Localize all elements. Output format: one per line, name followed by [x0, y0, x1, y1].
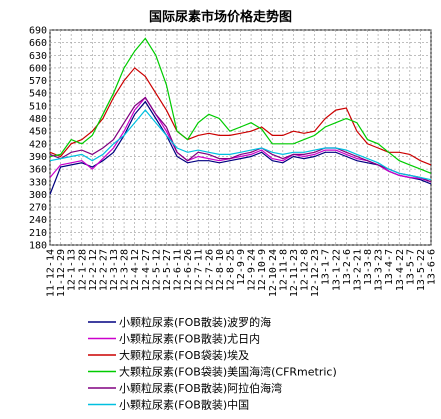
x-tick-label: 12-5-27 — [162, 249, 173, 291]
legend-label-3: 大颗粒尿素(FOB袋装)埃及 — [119, 348, 249, 362]
x-tick-label: 12-12-8 — [300, 249, 311, 291]
y-tick-label: 690 — [29, 26, 47, 37]
x-tick-label: 13-1-22 — [331, 249, 342, 291]
x-tick-label: 12-8-25 — [225, 249, 236, 291]
y-tick-label: 420 — [29, 139, 47, 150]
x-tick-label: 13-3-8 — [363, 249, 374, 285]
x-tick-label: 13-6-6 — [427, 249, 438, 285]
legend-label-5: 小颗粒尿素(FOB散装)阿拉伯海湾 — [119, 381, 282, 395]
y-tick-label: 510 — [29, 101, 47, 112]
y-tick-label: 180 — [29, 241, 47, 252]
y-tick-label: 540 — [29, 89, 47, 100]
x-tick-label: 12-10-9 — [257, 249, 268, 291]
y-tick-label: 210 — [29, 228, 47, 239]
y-tick-label: 630 — [29, 51, 47, 62]
legend-label-1: 小颗粒尿素(FOB散装)波罗的海 — [119, 315, 271, 329]
x-tick-label: 12-6-11 — [173, 249, 184, 291]
y-tick-label: 660 — [29, 38, 47, 49]
y-tick-label: 570 — [29, 76, 47, 87]
y-tick-label: 360 — [29, 165, 47, 176]
x-tick-label: 12-1-13 — [67, 249, 78, 291]
y-tick-label: 390 — [29, 152, 47, 163]
x-tick-label: 13-4-22 — [395, 249, 406, 291]
x-tick-label: 12-4-12 — [130, 249, 141, 291]
x-tick-label: 12-11-8 — [278, 249, 289, 291]
x-tick-label: 13-5-22 — [416, 249, 427, 291]
x-tick-label: 12-7-26 — [204, 249, 215, 291]
chart-title: 国际尿素市场价格走势图 — [148, 10, 292, 25]
y-tick-label: 600 — [29, 63, 47, 74]
x-tick-label: 12-4-27 — [141, 249, 152, 291]
x-tick-label: 12-2-12 — [88, 249, 99, 291]
y-tick-label: 270 — [29, 203, 47, 214]
x-tick-label: 11-12-29 — [56, 249, 67, 297]
series-line-1 — [49, 100, 432, 195]
x-tick-label: 13-4-7 — [384, 249, 395, 285]
y-tick-label: 480 — [29, 114, 47, 125]
legend-label-4: 大颗粒尿素(FOB袋装)美国海湾(CFRmetric) — [119, 365, 337, 379]
x-tick-label: 11-12-14 — [46, 249, 57, 297]
x-tick-label: 12-3-13 — [109, 249, 120, 291]
legend-label-6: 小颗粒尿素(FOB散装)中国 — [119, 398, 249, 412]
x-tick-label: 13-5-7 — [405, 249, 416, 285]
x-tick-label: 13-1-7 — [321, 249, 332, 285]
x-tick-label: 13-2-21 — [352, 249, 363, 291]
series-line-6 — [49, 109, 432, 181]
x-tick-label: 12-2-27 — [98, 249, 109, 291]
legend-label-2: 小颗粒尿素(FOB散装)尤日内 — [119, 332, 260, 346]
x-tick-label: 12-6-26 — [183, 249, 194, 291]
x-tick-label: 13-2-6 — [342, 249, 353, 285]
series-line-5 — [49, 96, 432, 183]
series-line-4 — [49, 37, 432, 174]
x-tick-label: 13-3-23 — [374, 249, 385, 291]
y-tick-label: 330 — [29, 177, 47, 188]
x-tick-label: 12-11-23 — [289, 249, 300, 297]
x-tick-label: 12-10-24 — [268, 249, 279, 297]
x-tick-label: 12-1-28 — [77, 249, 88, 291]
x-tick-label: 12-8-10 — [215, 249, 226, 291]
x-tick-label: 12-7-11 — [194, 249, 205, 291]
x-tick-label: 12-9-9 — [236, 249, 247, 285]
x-tick-label: 12-3-28 — [120, 249, 131, 291]
x-tick-label: 12-5-12 — [151, 249, 162, 291]
x-tick-label: 12-9-24 — [247, 249, 258, 291]
y-tick-label: 240 — [29, 215, 47, 226]
y-tick-label: 450 — [29, 127, 47, 138]
y-tick-label: 300 — [29, 190, 47, 201]
x-tick-label: 12-12-23 — [310, 249, 321, 297]
series-line-3 — [49, 67, 432, 166]
plot-area — [49, 29, 432, 246]
